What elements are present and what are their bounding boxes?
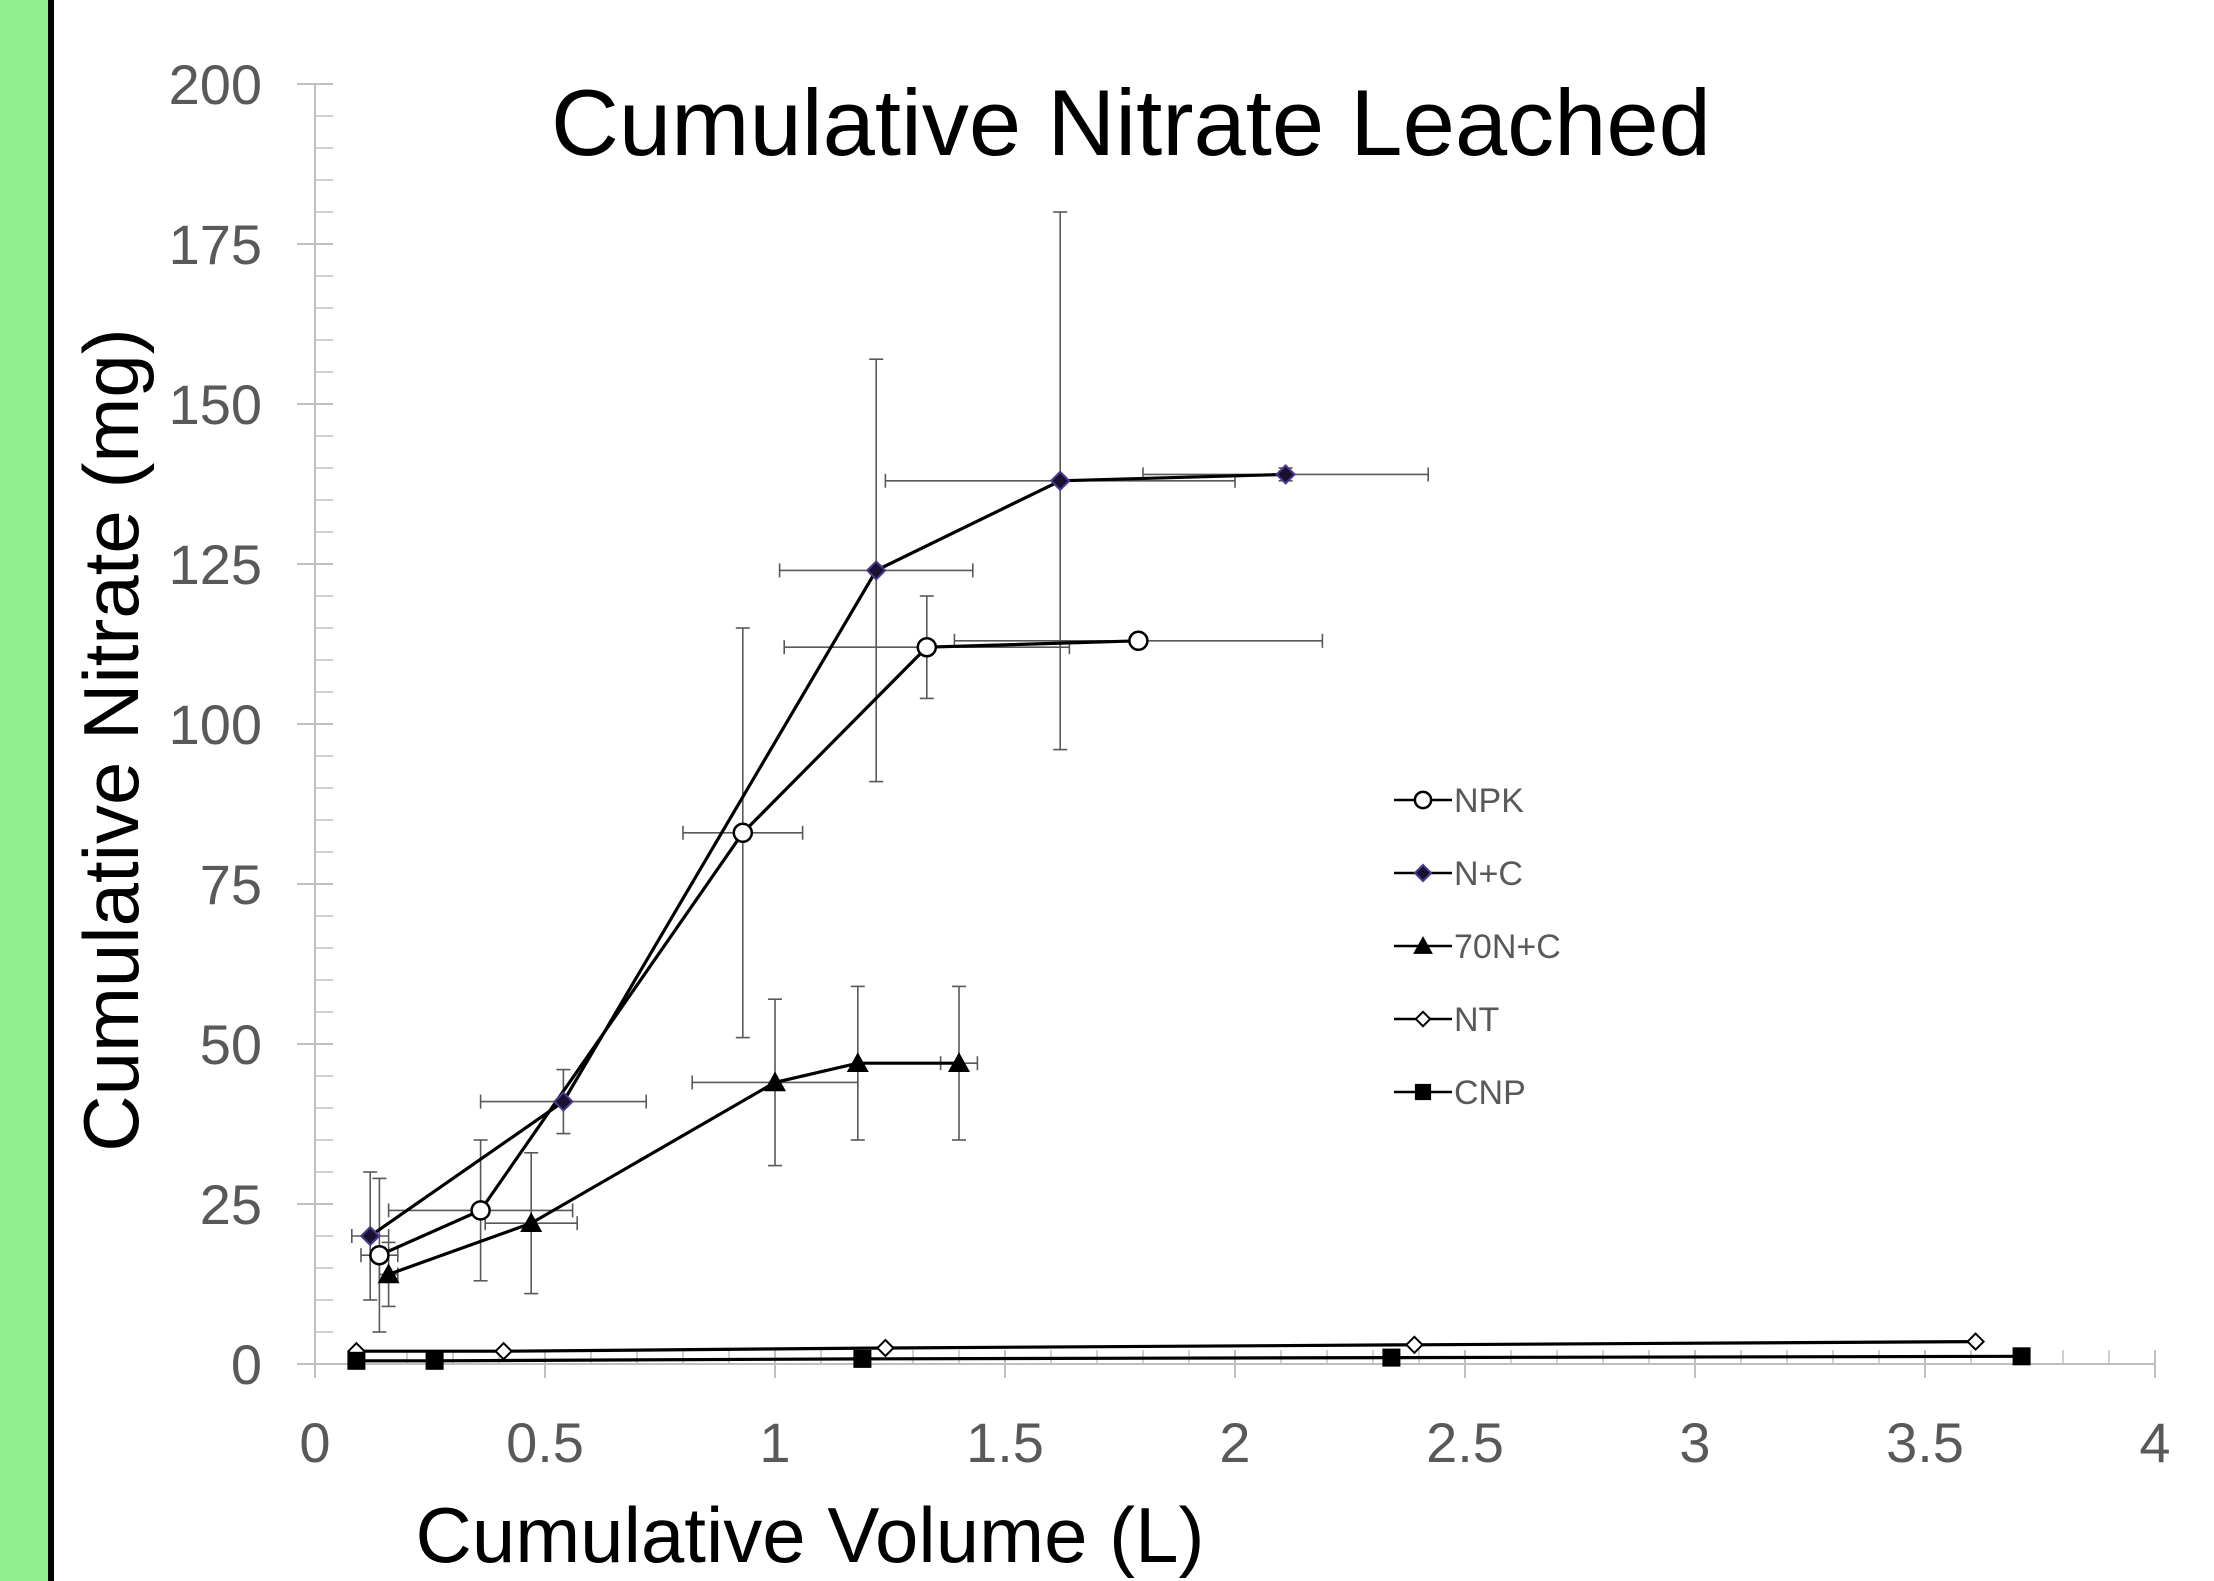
marker-shape — [1275, 463, 1297, 485]
x-tick-label: 2.5 — [1426, 1411, 1504, 1474]
legend-label: NPK — [1454, 782, 1524, 820]
y-tick-label: 100 — [169, 693, 262, 756]
data-point — [916, 636, 938, 658]
data-point — [853, 1349, 872, 1368]
marker-shape — [2012, 1347, 2031, 1366]
data-point — [369, 1244, 390, 1266]
marker-shape — [916, 636, 938, 658]
legend-marker — [1413, 790, 1433, 810]
y-axis-label: Cumulative Nitrate (mg) — [67, 328, 155, 1152]
x-tick-label: 3.5 — [1886, 1411, 1964, 1474]
marker-shape — [1413, 790, 1433, 810]
marker-shape — [1404, 1335, 1424, 1355]
data-point — [875, 1338, 895, 1358]
marker-shape — [764, 1071, 786, 1092]
x-axis-label: Cumulative Volume (L) — [416, 1491, 1205, 1579]
marker-shape — [846, 1052, 869, 1072]
marker-shape — [359, 1225, 381, 1247]
data-point — [470, 1200, 491, 1221]
legend-marker — [1413, 863, 1433, 883]
marker-shape — [520, 1212, 543, 1232]
data-point — [377, 1263, 400, 1284]
data-point — [948, 1052, 970, 1072]
marker-shape — [732, 822, 754, 844]
legend-label: CNP — [1454, 1074, 1526, 1112]
legend-label: N+C — [1454, 855, 1523, 893]
y-tick-label: 200 — [169, 53, 262, 116]
x-tick-label: 2 — [1219, 1411, 1250, 1474]
x-tick-label: 0 — [299, 1411, 330, 1474]
marker-shape — [369, 1244, 390, 1266]
data-point — [2012, 1347, 2031, 1366]
data-point — [1128, 630, 1149, 652]
legend-label: 70N+C — [1454, 928, 1561, 966]
legend-marker — [1414, 1083, 1432, 1101]
y-tick-label: 50 — [200, 1013, 262, 1076]
marker-shape — [494, 1341, 514, 1361]
data-point — [425, 1351, 444, 1370]
data-point — [732, 822, 754, 844]
data-point — [1966, 1332, 1986, 1352]
marker-shape — [1382, 1348, 1401, 1367]
y-tick-label: 0 — [231, 1333, 262, 1396]
marker-shape — [1966, 1332, 1986, 1352]
data-point — [359, 1225, 381, 1247]
left-green-bar — [0, 0, 54, 1581]
legend-marker — [1413, 936, 1433, 954]
data-point — [846, 1052, 869, 1072]
series-line-NPK — [378, 639, 1139, 1257]
series-line-NT — [356, 1340, 1976, 1353]
marker-shape — [948, 1052, 970, 1072]
legend-label: NT — [1454, 1001, 1499, 1039]
marker-shape — [1128, 630, 1149, 652]
marker-shape — [347, 1351, 366, 1370]
data-point — [764, 1071, 786, 1092]
marker-shape — [1414, 1010, 1432, 1028]
y-tick-label: 175 — [169, 213, 262, 276]
marker-shape — [875, 1338, 895, 1358]
marker-shape — [865, 559, 887, 581]
series-layer — [346, 463, 2031, 1370]
marker-shape — [853, 1349, 872, 1368]
marker-shape — [1413, 863, 1433, 883]
x-tick-label: 3 — [1679, 1411, 1710, 1474]
data-point — [865, 559, 887, 581]
data-point — [520, 1212, 543, 1232]
data-point — [1049, 470, 1071, 492]
data-point — [1404, 1335, 1424, 1355]
data-point — [1382, 1348, 1401, 1367]
y-tick-label: 150 — [169, 373, 262, 436]
x-tick-label: 0.5 — [506, 1411, 584, 1474]
data-point — [347, 1351, 366, 1370]
legend: NPK N+C 70N+C NT CNP — [1394, 782, 1561, 1112]
marker-shape — [1413, 936, 1433, 954]
marker-shape — [470, 1200, 491, 1221]
marker-shape — [1414, 1083, 1432, 1101]
data-point — [552, 1091, 574, 1113]
y-tick-label: 75 — [200, 853, 262, 916]
data-point — [494, 1341, 514, 1361]
axes: 0 25 50 75 100 125 150 175 200 0 0.5 1 1.5 2 2.5 3 3.5 4 — [169, 53, 2171, 1474]
x-tick-label: 1.5 — [966, 1411, 1044, 1474]
y-tick-label: 125 — [169, 533, 262, 596]
y-tick-label: 25 — [200, 1173, 262, 1236]
marker-shape — [1049, 470, 1071, 492]
series-line-70N+C — [388, 1061, 959, 1276]
marker-shape — [552, 1091, 574, 1113]
x-tick-label: 4 — [2139, 1411, 2170, 1474]
legend-marker — [1414, 1010, 1432, 1028]
marker-shape — [377, 1263, 400, 1284]
marker-shape — [425, 1351, 444, 1370]
data-point — [1275, 463, 1297, 485]
series-line-N+C — [369, 472, 1286, 1238]
chart-title: Cumulative Nitrate Leached — [551, 70, 1711, 175]
x-tick-label: 1 — [759, 1411, 790, 1474]
